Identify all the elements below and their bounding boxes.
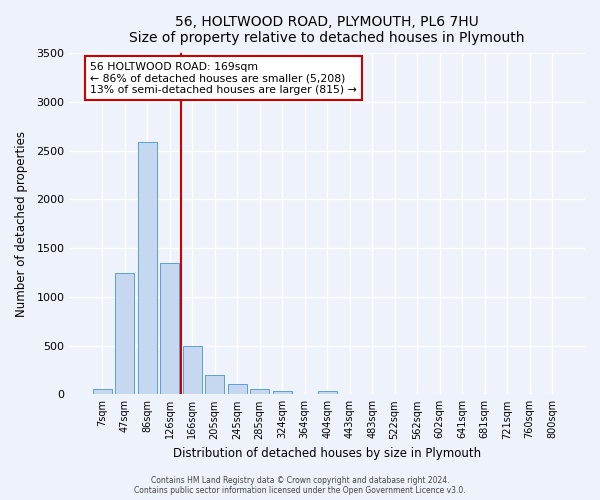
Bar — [205, 375, 224, 394]
Bar — [250, 390, 269, 394]
Bar — [227, 384, 247, 394]
Y-axis label: Number of detached properties: Number of detached properties — [15, 131, 28, 317]
Bar — [182, 346, 202, 395]
Bar — [272, 392, 292, 394]
Bar — [317, 392, 337, 394]
Bar — [93, 390, 112, 394]
X-axis label: Distribution of detached houses by size in Plymouth: Distribution of detached houses by size … — [173, 447, 481, 460]
Bar — [160, 263, 179, 394]
Text: Contains HM Land Registry data © Crown copyright and database right 2024.
Contai: Contains HM Land Registry data © Crown c… — [134, 476, 466, 495]
Bar — [138, 142, 157, 395]
Text: 56 HOLTWOOD ROAD: 169sqm
← 86% of detached houses are smaller (5,208)
13% of sem: 56 HOLTWOOD ROAD: 169sqm ← 86% of detach… — [90, 62, 356, 95]
Title: 56, HOLTWOOD ROAD, PLYMOUTH, PL6 7HU
Size of property relative to detached house: 56, HOLTWOOD ROAD, PLYMOUTH, PL6 7HU Siz… — [130, 15, 525, 45]
Bar — [115, 274, 134, 394]
